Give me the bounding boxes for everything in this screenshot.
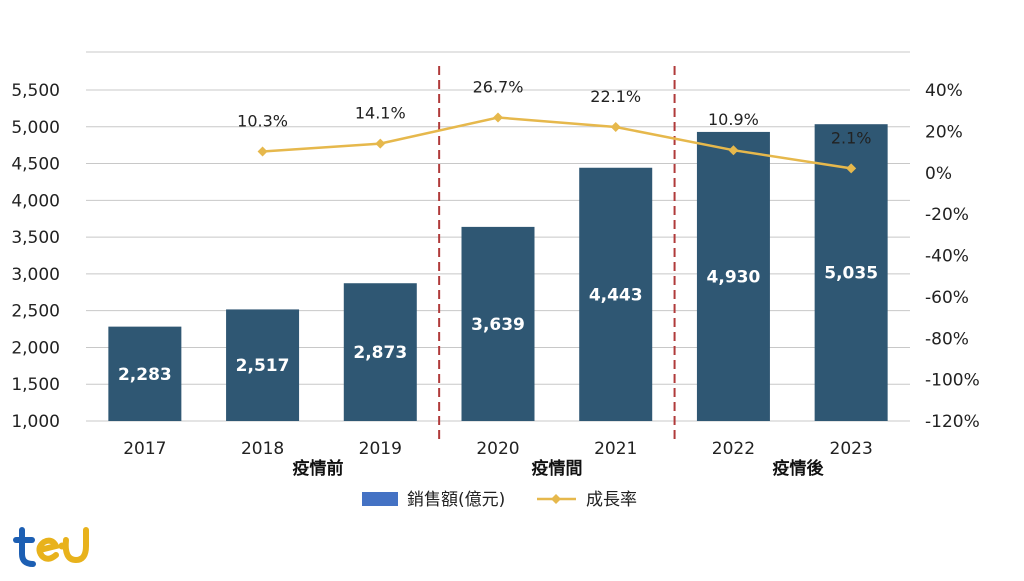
y-right-tick-label: -120% xyxy=(925,412,980,432)
bar xyxy=(108,326,182,421)
growth-rate-point xyxy=(610,122,621,133)
y-right-tick-label: 40% xyxy=(925,81,963,101)
period-group-label: 疫情間 xyxy=(532,458,583,479)
x-tick-label: 2019 xyxy=(359,439,402,459)
period-group-label: 疫情前 xyxy=(293,458,344,479)
x-tick-label: 2018 xyxy=(241,439,284,459)
legend-swatch-sales xyxy=(362,492,398,506)
bar-value-label: 5,035 xyxy=(824,264,878,284)
bar xyxy=(343,283,417,421)
growth-rate-label: 10.9% xyxy=(708,110,759,129)
y-left-tick-label: 2,500 xyxy=(11,302,60,322)
period-group-label: 疫情後 xyxy=(773,458,825,479)
legend-label-growth: 成長率 xyxy=(586,490,637,510)
x-tick-label: 2017 xyxy=(123,439,166,459)
growth-rate-point xyxy=(493,112,503,123)
y-right-tick-label: 20% xyxy=(925,122,963,142)
bar-value-label: 2,517 xyxy=(236,356,290,376)
legend-marker-growth xyxy=(551,494,561,504)
y-left-tick-label: 4,500 xyxy=(11,155,60,175)
growth-rate-label: 10.3% xyxy=(237,111,288,130)
bar-value-label: 2,873 xyxy=(353,343,407,363)
y-left-tick-label: 3,000 xyxy=(11,265,60,285)
x-tick-label: 2021 xyxy=(594,439,637,459)
growth-rate-label: 14.1% xyxy=(355,104,406,123)
bar xyxy=(814,124,888,421)
logo-j-shape xyxy=(62,527,89,564)
bar-value-label: 3,639 xyxy=(471,315,525,335)
x-tick-label: 2020 xyxy=(476,439,519,459)
growth-rate-point xyxy=(846,163,857,174)
y-right-tick-label: -60% xyxy=(925,288,969,308)
y-left-tick-label: 1,000 xyxy=(11,412,60,432)
y-right-tick-label: -80% xyxy=(925,329,969,349)
y-left-tick-label: 5,000 xyxy=(11,118,60,138)
bar xyxy=(696,131,770,421)
logo-dot xyxy=(58,542,66,550)
growth-rate-point xyxy=(728,145,739,156)
bar-value-label: 4,443 xyxy=(589,285,643,305)
legend-label-sales: 銷售額(億元) xyxy=(407,490,505,510)
y-left-tick-label: 4,000 xyxy=(11,191,60,211)
y-right-tick-label: -20% xyxy=(925,205,969,225)
bar xyxy=(226,309,300,421)
y-left-tick-label: 2,000 xyxy=(11,338,60,358)
bar-value-label: 2,283 xyxy=(118,365,172,385)
bar xyxy=(461,226,535,421)
growth-rate-point xyxy=(375,138,386,149)
y-left-tick-label: 1,500 xyxy=(11,375,60,395)
growth-rate-label: 2.1% xyxy=(831,128,872,147)
growth-rate-label: 22.1% xyxy=(590,87,641,106)
growth-rate-point xyxy=(257,146,268,157)
bar xyxy=(579,167,653,421)
y-right-tick-label: 0% xyxy=(925,164,952,184)
x-tick-label: 2023 xyxy=(830,439,873,459)
growth-rate-line xyxy=(262,116,852,170)
y-right-tick-label: -40% xyxy=(925,247,969,267)
y-right-tick-label: -100% xyxy=(925,371,980,391)
growth-rate-label: 26.7% xyxy=(473,78,524,97)
x-tick-label: 2022 xyxy=(712,439,755,459)
logo-e-shape xyxy=(36,537,61,562)
bar-value-label: 4,930 xyxy=(707,267,761,287)
tejwin-logo-icon xyxy=(19,527,36,567)
y-left-tick-label: 5,500 xyxy=(11,81,60,101)
y-left-tick-label: 3,500 xyxy=(11,228,60,248)
